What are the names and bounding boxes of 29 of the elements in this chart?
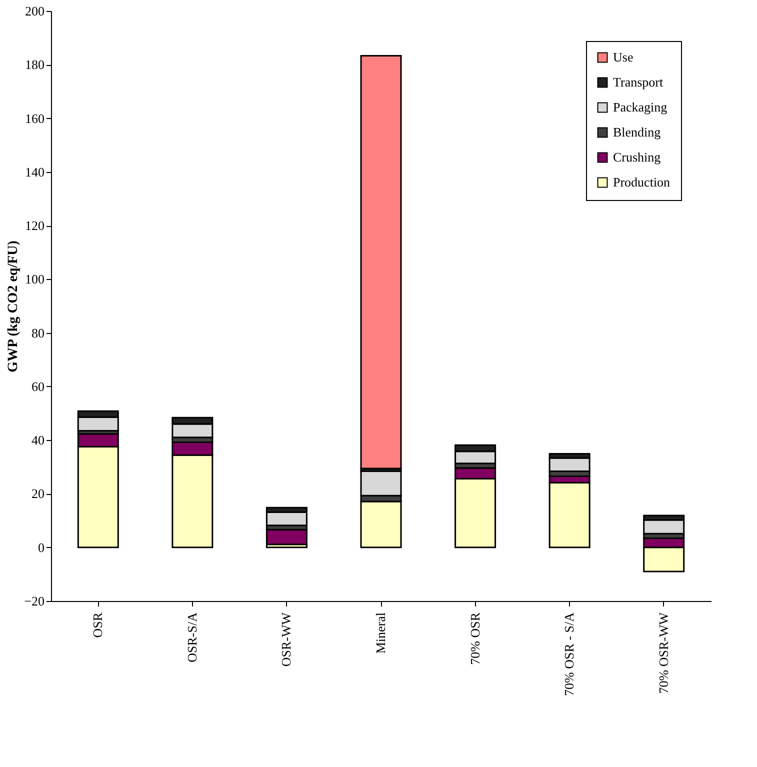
x-tick-label: OSR-WW	[278, 612, 294, 667]
legend-label: Transport	[613, 74, 664, 90]
x-tick-label: 70% OSR - S/A	[562, 612, 577, 696]
legend-label: Production	[613, 174, 671, 190]
y-tick-label: 200	[25, 4, 44, 18]
y-tick-label: 20	[32, 486, 44, 502]
legend-label: Crushing	[613, 150, 662, 164]
y-tick-label: 100	[25, 272, 44, 287]
legend-label: Packaging	[613, 100, 668, 114]
y-tick-label: 160	[25, 110, 44, 126]
legend-label: Blending	[613, 124, 662, 140]
y-tick-label: 60	[32, 378, 44, 394]
y-tick-label: 180	[25, 57, 44, 72]
x-tick-label: 70% OSR-WW	[656, 612, 671, 694]
y-tick-label: 40	[32, 432, 44, 448]
bar	[360, 55, 402, 470]
y-tick-label: 120	[25, 218, 44, 234]
x-tick-label: Mineral	[373, 612, 388, 654]
x-tick-label: OSR	[90, 612, 106, 638]
y-tick-label: 80	[32, 325, 44, 340]
x-tick-label: 70% OSR	[467, 612, 482, 665]
legend-label: Use	[613, 50, 634, 64]
x-tick-label: OSR-S/A	[184, 612, 200, 662]
bar	[266, 528, 308, 546]
bar	[360, 500, 402, 548]
y-tick-label: 140	[25, 164, 44, 180]
y-tick-label: 0	[38, 540, 44, 555]
y-axis-title: GWP (kg CO2 eq/FU)	[6, 240, 22, 372]
y-tick-label: −20	[24, 594, 44, 608]
